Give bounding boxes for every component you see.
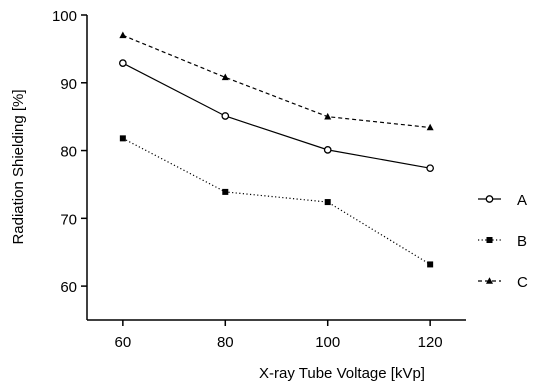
y-axis-title: Radiation Shielding [%] (10, 89, 27, 244)
legend-c-marker (486, 277, 493, 284)
y-tick-label: 70 (60, 211, 77, 228)
x-axis-title: X-ray Tube Voltage [kVp] (259, 365, 425, 382)
axes (86, 15, 466, 321)
series-layer (119, 31, 434, 268)
legend-a-label: A (517, 192, 527, 209)
legend-b-marker (486, 237, 493, 243)
y-tick-label: 100 (52, 8, 77, 25)
legend-c-label: C (517, 274, 528, 291)
x-tick-label: 100 (315, 334, 340, 351)
x-ticks: 60 80 100 120 (115, 320, 443, 351)
x-tick-label: 60 (115, 334, 132, 351)
series-b-point (222, 188, 229, 195)
series-b-point (324, 199, 331, 206)
x-tick-label: 80 (217, 334, 234, 351)
x-tick-label: 120 (418, 334, 443, 351)
series-a-point (119, 59, 127, 67)
y-tick-label: 60 (60, 279, 77, 296)
series-c-line (122, 34, 431, 129)
legend-b-label: B (517, 233, 527, 250)
series-a-point (323, 146, 332, 154)
series-c-point (324, 112, 332, 120)
y-ticks: 60 70 80 90 100 (52, 8, 87, 296)
series-a-point (426, 164, 434, 173)
legend-a-marker (485, 195, 494, 203)
series-a-point (221, 112, 230, 120)
series-b-point (427, 261, 434, 268)
series-c-point (426, 123, 434, 131)
series-b-point (119, 135, 126, 142)
series-c-point (119, 31, 127, 39)
series-c-point (221, 73, 229, 81)
legend: A B C (478, 192, 528, 291)
y-tick-label: 80 (60, 144, 77, 161)
series-b-line (122, 137, 431, 265)
series-a-line (122, 62, 431, 169)
y-tick-label: 90 (60, 76, 77, 93)
